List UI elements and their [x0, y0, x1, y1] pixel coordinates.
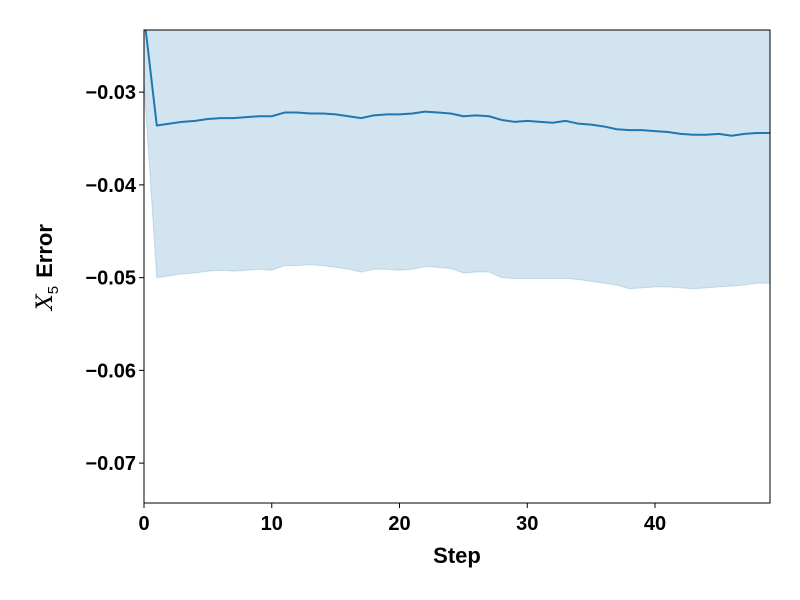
y-tick-label: −0.04	[85, 175, 136, 197]
y-axis-label: X5 Error	[32, 224, 62, 312]
y-tick-label: −0.05	[85, 268, 136, 290]
plot-area	[144, 30, 770, 290]
y-axis: −0.07 −0.06 −0.05 −0.04 −0.03	[85, 82, 144, 475]
y-axis-label-variable: X	[33, 293, 58, 312]
x-tick-label: 20	[388, 513, 410, 535]
x-tick-label: 0	[138, 513, 149, 535]
plot-frame	[143, 29, 771, 504]
x-tick-label: 40	[644, 513, 666, 535]
x-axis: 0 10 20 30 40	[138, 503, 666, 535]
x-tick-label: 10	[261, 513, 283, 535]
x-tick-label: 30	[516, 513, 538, 535]
y-axis-label-subscript: 5	[45, 286, 62, 294]
series-0-confidence-band	[144, 30, 770, 290]
y-tick-label: −0.03	[85, 82, 136, 104]
y-tick-label: −0.07	[85, 453, 136, 475]
x-axis-label: Step	[433, 543, 481, 568]
y-tick-label: −0.06	[85, 360, 136, 382]
y-axis-label-text: Error	[32, 224, 57, 278]
series-0-line	[144, 30, 770, 137]
